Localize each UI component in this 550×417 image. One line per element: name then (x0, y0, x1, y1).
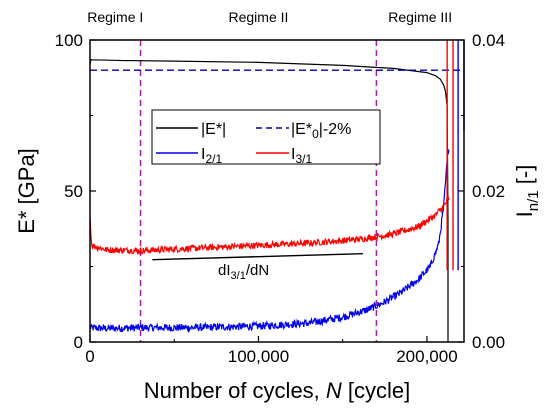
regime-label: Regime III (388, 9, 452, 25)
x-tick-label: 0 (85, 347, 94, 366)
y-left-tick-label: 50 (64, 182, 83, 201)
slope-line (152, 252, 363, 261)
series-line-2 (90, 149, 450, 333)
series-line-0 (90, 58, 449, 342)
legend-label: |E*0|-2% (291, 121, 351, 141)
legend-label: |E*| (201, 121, 226, 138)
x-tick-label: 100,000 (228, 347, 289, 366)
x-tick-label: 200,000 (396, 347, 457, 366)
plot-frame (89, 39, 465, 343)
regime-label: Regime II (229, 9, 289, 25)
legend-label: I2/1 (201, 146, 222, 166)
regime-label: Regime I (87, 9, 143, 25)
y-right-tick-label: 0.00 (472, 333, 505, 352)
y-right-tick-label: 0.04 (472, 31, 505, 50)
slope-annotation: dI3/1/dN (218, 262, 269, 282)
series-line-3 (90, 196, 450, 256)
y-left-tick-label: 100 (55, 31, 83, 50)
y-right-axis-title: In/1 [-] (512, 165, 542, 218)
y-left-axis-title: E* [GPa] (14, 148, 39, 234)
y-right-tick-label: 0.02 (472, 182, 505, 201)
y-left-tick-label: 0 (74, 333, 83, 352)
x-axis-title: Number of cycles, N [cycle] (144, 378, 411, 403)
legend-label: I3/1 (291, 146, 312, 166)
legend-box (151, 109, 381, 165)
